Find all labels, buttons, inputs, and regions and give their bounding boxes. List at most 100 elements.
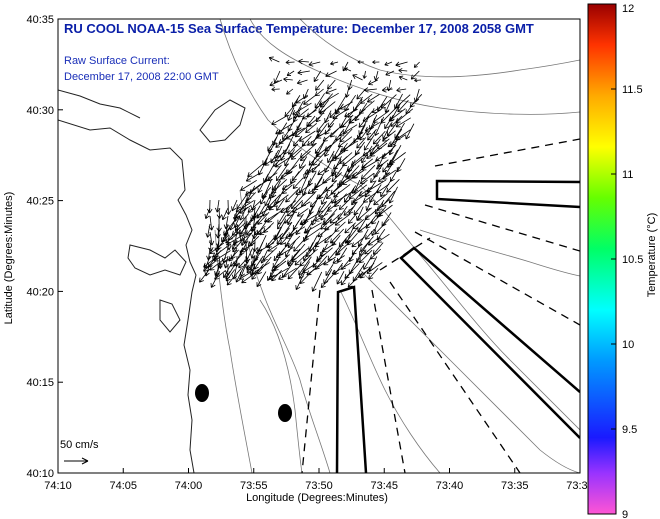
current-vector	[338, 198, 351, 210]
current-vector	[367, 236, 381, 246]
current-vector	[239, 207, 247, 221]
current-vector	[323, 269, 333, 285]
current-vector	[296, 208, 309, 217]
current-vector	[303, 94, 317, 105]
current-vector	[247, 200, 261, 213]
y-tick-label: 40:30	[26, 105, 54, 117]
current-vector	[374, 116, 385, 136]
current-vector	[316, 248, 325, 262]
current-vector	[384, 99, 392, 113]
current-vector	[373, 193, 388, 206]
current-vector	[313, 70, 322, 83]
x-tick-label: 73:50	[305, 480, 333, 492]
current-vector	[299, 268, 315, 285]
current-vector	[382, 157, 395, 173]
current-vector	[306, 136, 319, 146]
current-vector	[216, 215, 222, 232]
scale-label: 50 cm/s	[60, 439, 99, 451]
current-vector	[351, 243, 362, 255]
colorbar-tick-label: 9	[622, 509, 628, 519]
y-tick-label: 40:35	[26, 14, 54, 26]
current-vector	[372, 242, 384, 255]
current-vector	[287, 107, 295, 121]
current-vector	[273, 260, 287, 271]
current-vector	[333, 184, 351, 198]
current-vector	[285, 59, 295, 65]
current-vector	[262, 150, 272, 166]
colorbar-tick-label: 11	[622, 169, 633, 181]
current-vector	[318, 92, 339, 106]
current-vector	[314, 213, 329, 222]
current-vector	[287, 157, 301, 175]
current-vector	[283, 76, 293, 82]
current-vector	[365, 198, 373, 212]
map-layer	[58, 19, 580, 473]
current-vector	[231, 263, 238, 280]
current-vector	[372, 60, 380, 65]
current-vector	[330, 61, 339, 66]
current-vector	[339, 128, 353, 143]
current-vector	[405, 101, 415, 115]
current-vector	[373, 70, 380, 81]
current-vector	[285, 186, 301, 203]
current-vector	[221, 207, 229, 221]
current-vector	[240, 231, 247, 246]
current-vector	[382, 169, 397, 180]
current-vector	[255, 242, 275, 254]
current-vector	[340, 142, 355, 153]
current-vector	[298, 130, 316, 142]
current-vector	[234, 223, 241, 235]
current-vector	[388, 152, 406, 166]
lane-boundary	[414, 231, 580, 326]
current-vector	[225, 269, 236, 282]
current-vector	[336, 270, 345, 285]
current-vector	[269, 79, 283, 87]
current-vector	[229, 215, 238, 231]
current-vector	[268, 267, 289, 280]
current-vector	[357, 60, 364, 64]
current-vector	[274, 156, 291, 168]
current-vector	[344, 88, 350, 98]
current-vector	[340, 269, 353, 286]
current-vector	[388, 186, 398, 204]
current-vector	[240, 179, 257, 191]
current-vector	[311, 129, 321, 147]
current-vector	[205, 223, 211, 238]
current-vector	[285, 226, 306, 239]
x-tick-label: 73:55	[240, 480, 268, 492]
current-vector	[317, 166, 330, 176]
lane-boundary	[379, 237, 431, 271]
current-vector	[351, 236, 365, 248]
current-vector	[363, 135, 375, 151]
current-vector	[250, 199, 257, 211]
bathymetry-contour	[339, 289, 441, 473]
current-vector	[363, 87, 377, 93]
current-vector	[410, 70, 420, 80]
current-vector	[294, 123, 312, 138]
current-vector	[352, 219, 365, 230]
current-vector	[281, 184, 293, 195]
current-vector	[356, 250, 366, 264]
current-vector	[267, 164, 282, 182]
current-vector	[318, 186, 328, 200]
current-vector	[314, 88, 324, 97]
current-vector	[204, 207, 211, 219]
current-vector	[285, 240, 297, 258]
current-vector	[231, 239, 238, 250]
current-vector	[320, 271, 337, 288]
y-tick-label: 40:25	[26, 196, 54, 208]
current-vector	[364, 228, 375, 240]
lane-boundary	[424, 204, 580, 252]
current-vector	[386, 179, 400, 193]
current-vector	[360, 94, 373, 104]
current-vector	[268, 56, 280, 63]
current-vector	[376, 233, 390, 243]
current-vector	[260, 191, 268, 205]
current-vector	[301, 109, 317, 120]
current-vector	[217, 255, 223, 269]
current-vector	[267, 242, 281, 252]
bathymetry-contour	[239, 189, 331, 473]
current-vector	[324, 123, 335, 135]
current-vector	[204, 263, 211, 277]
current-vector	[206, 199, 213, 214]
